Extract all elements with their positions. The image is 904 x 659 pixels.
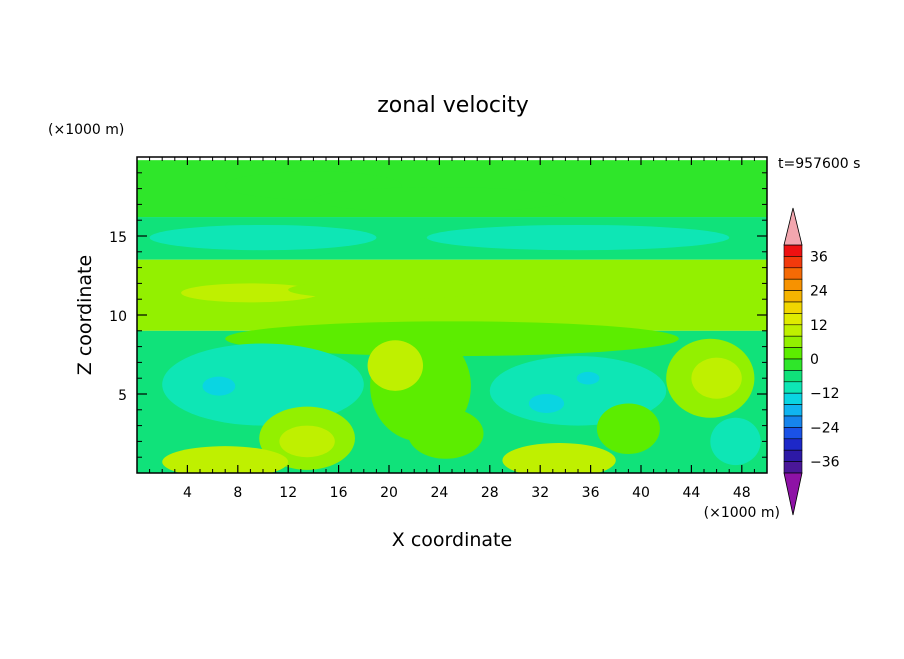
- contour-region: [288, 280, 490, 300]
- x-tick-label: 32: [531, 485, 549, 501]
- contour-region: [279, 425, 335, 458]
- colorbar-tick-label: −12: [810, 386, 840, 402]
- contour-region: [162, 343, 364, 426]
- contour-region: [528, 394, 565, 413]
- colorbar-swatch: [783, 244, 803, 257]
- colorbar-swatch: [783, 256, 803, 269]
- contour-region: [162, 446, 289, 473]
- contour-region: [596, 403, 660, 455]
- contour-region: [407, 408, 484, 459]
- y-axis: 5 10 15: [109, 172, 767, 458]
- colorbar-overflow-high: [783, 207, 803, 246]
- colorbar-swatch: [783, 404, 803, 417]
- x-tick-label: 24: [430, 485, 448, 501]
- x-tick-label: 16: [330, 485, 348, 501]
- contour-region: [225, 321, 679, 357]
- colorbar-tick-label: −36: [810, 455, 840, 471]
- colorbar-swatch: [783, 415, 803, 428]
- contour-region: [502, 442, 616, 473]
- colorbar-swatch: [783, 267, 803, 280]
- colorbar-swatch: [783, 278, 803, 291]
- colorbar-swatch: [783, 392, 803, 405]
- colorbar-swatch: [783, 427, 803, 440]
- y-tick-label: 15: [109, 230, 127, 246]
- colorbar-swatch: [783, 347, 803, 360]
- x-tick-label: 36: [582, 485, 600, 501]
- contour-region: [202, 376, 236, 396]
- y-tick-label: 5: [118, 388, 127, 404]
- x-unit-label: (×1000 m): [704, 505, 780, 521]
- x-tick-label: 28: [481, 485, 499, 501]
- colorbar-tick-label: 12: [810, 318, 828, 334]
- colorbar-swatch: [783, 290, 803, 303]
- colorbar-swatch: [783, 461, 803, 474]
- colorbar-swatch: [783, 381, 803, 394]
- x-axis-label: X coordinate: [392, 529, 512, 551]
- contour-region: [691, 357, 742, 399]
- colorbar-swatch: [783, 301, 803, 314]
- colorbar-tick-label: 24: [810, 284, 828, 300]
- contour-region: [181, 283, 320, 303]
- contour-region: [149, 224, 377, 251]
- x-tick-label: 4: [183, 485, 192, 501]
- x-tick-label: 40: [632, 485, 650, 501]
- colorbar-swatch: [783, 324, 803, 337]
- colorbar-swatch: [783, 449, 803, 462]
- colorbar-swatch: [783, 370, 803, 383]
- colorbar-overflow-low: [783, 472, 803, 516]
- colorbar-swatch: [783, 335, 803, 348]
- colorbar-tick-label: −24: [810, 420, 840, 436]
- y-tick-label: 10: [109, 309, 127, 325]
- colorbar-swatch: [783, 313, 803, 326]
- colorbar-swatch: [783, 438, 803, 451]
- x-tick-label: 8: [233, 485, 242, 501]
- contour-region: [576, 371, 600, 385]
- contour-region: [426, 224, 730, 251]
- colorbar: 36 24 12 0 −12 −24 −36: [783, 207, 840, 516]
- contour-region: [710, 417, 761, 466]
- colorbar-swatch: [783, 358, 803, 371]
- y-axis-label: Z coordinate: [74, 255, 96, 375]
- x-tick-label: 48: [733, 485, 751, 501]
- time-label: t=957600 s: [778, 156, 860, 172]
- x-axis: 4 8 12 16 20 24 28 32 36 40 44 48: [149, 157, 755, 501]
- colorbar-tick-label: 0: [810, 352, 819, 368]
- contour-region: [313, 187, 566, 213]
- y-unit-label: (×1000 m): [48, 122, 124, 138]
- x-tick-label: 44: [682, 485, 700, 501]
- x-tick-label: 12: [279, 485, 297, 501]
- contour-field: [137, 160, 767, 473]
- colorbar-tick-label: 36: [810, 249, 828, 265]
- x-tick-label: 20: [380, 485, 398, 501]
- chart-title: zonal velocity: [377, 93, 529, 118]
- contour-region: [527, 283, 755, 306]
- contour-region: [367, 340, 424, 391]
